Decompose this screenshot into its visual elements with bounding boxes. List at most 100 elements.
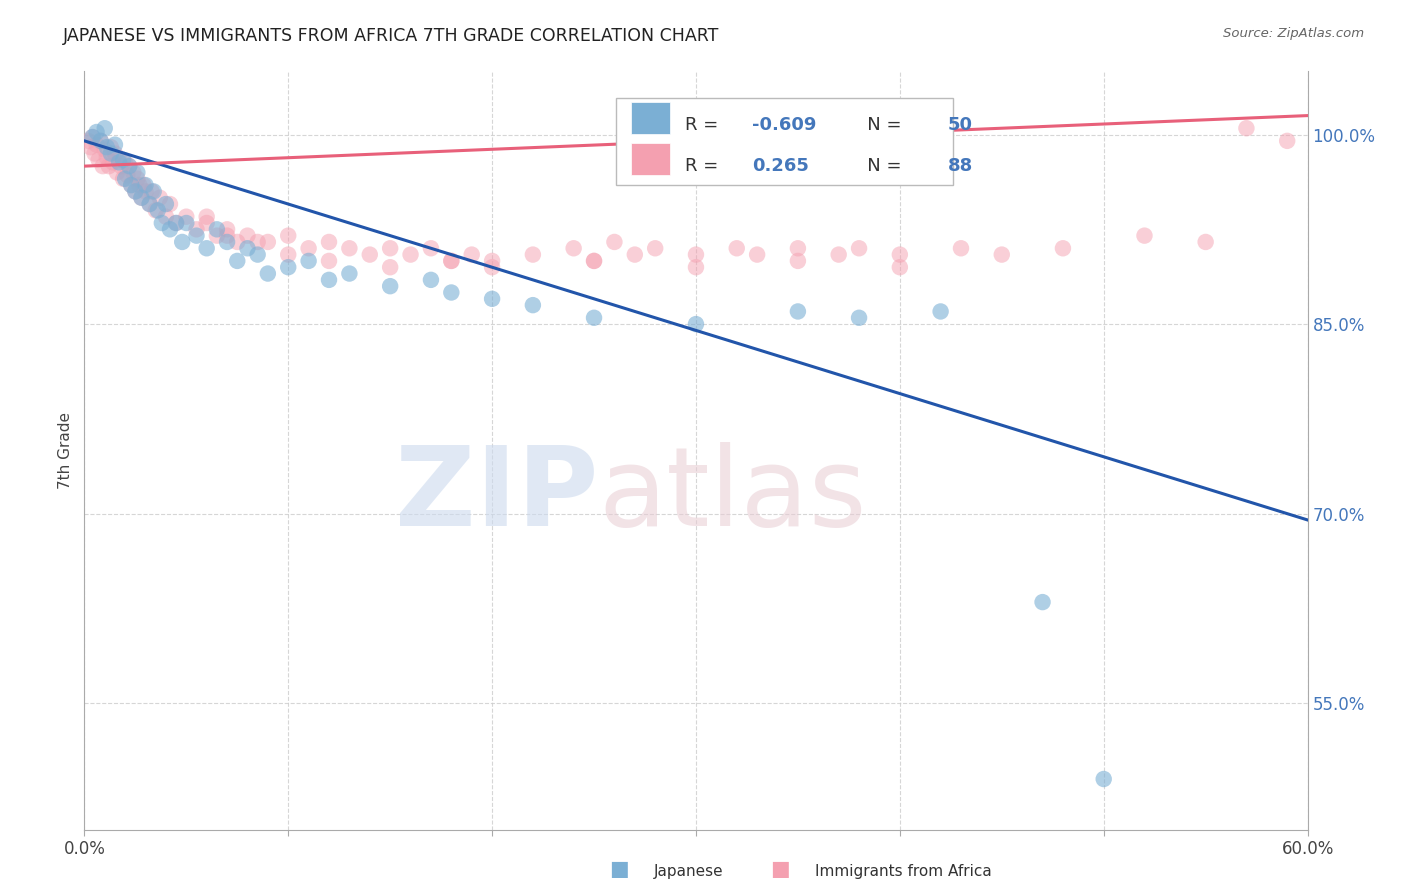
Point bbox=[950, 241, 973, 255]
Point bbox=[77, 134, 100, 148]
Text: 50: 50 bbox=[948, 116, 973, 134]
Point bbox=[138, 197, 160, 211]
Point bbox=[583, 254, 606, 268]
Point bbox=[155, 197, 177, 211]
Point bbox=[142, 185, 165, 199]
Point bbox=[787, 254, 810, 268]
Point bbox=[481, 254, 503, 268]
Point bbox=[562, 241, 585, 255]
Point bbox=[359, 247, 381, 261]
Point bbox=[115, 168, 138, 182]
Point bbox=[90, 134, 112, 148]
Point bbox=[399, 247, 422, 261]
Point bbox=[1133, 228, 1156, 243]
Point bbox=[624, 247, 647, 261]
Point bbox=[236, 241, 259, 255]
Point bbox=[122, 165, 145, 179]
Point bbox=[205, 228, 228, 243]
Point bbox=[104, 146, 127, 161]
Point bbox=[186, 222, 208, 236]
Text: 0.265: 0.265 bbox=[752, 157, 808, 175]
Point bbox=[110, 159, 132, 173]
Point bbox=[1052, 241, 1074, 255]
Point bbox=[298, 254, 321, 268]
Point bbox=[277, 228, 299, 243]
Point bbox=[87, 153, 110, 167]
Point bbox=[1032, 595, 1054, 609]
Point bbox=[380, 279, 402, 293]
Point bbox=[165, 216, 187, 230]
Point bbox=[217, 222, 239, 236]
Point bbox=[1092, 772, 1115, 786]
Point bbox=[257, 267, 280, 281]
Point bbox=[79, 140, 101, 154]
Y-axis label: 7th Grade: 7th Grade bbox=[58, 412, 73, 489]
Point bbox=[100, 146, 122, 161]
Point bbox=[195, 210, 218, 224]
Point bbox=[135, 178, 157, 193]
Point bbox=[97, 159, 120, 173]
Text: ZIP: ZIP bbox=[395, 442, 598, 549]
Point bbox=[112, 171, 135, 186]
Point bbox=[481, 292, 503, 306]
Point bbox=[127, 165, 149, 179]
Point bbox=[120, 178, 142, 193]
Point bbox=[420, 241, 443, 255]
Point bbox=[1277, 134, 1299, 148]
Point bbox=[603, 235, 626, 249]
Point bbox=[114, 155, 136, 169]
Text: atlas: atlas bbox=[598, 442, 866, 549]
Point bbox=[277, 247, 299, 261]
Text: ■: ■ bbox=[609, 859, 628, 879]
Point bbox=[118, 159, 141, 173]
Point bbox=[205, 222, 228, 236]
Text: -0.609: -0.609 bbox=[752, 116, 817, 134]
Point bbox=[298, 241, 321, 255]
Point bbox=[124, 185, 146, 199]
Point bbox=[318, 235, 340, 249]
Point bbox=[112, 153, 135, 167]
Point bbox=[150, 216, 173, 230]
Point bbox=[195, 241, 218, 255]
Point bbox=[522, 298, 544, 312]
Point bbox=[195, 216, 218, 230]
Point bbox=[131, 191, 153, 205]
Point bbox=[277, 260, 299, 275]
Point bbox=[828, 247, 851, 261]
Point bbox=[96, 150, 118, 164]
Point bbox=[105, 165, 128, 179]
Point bbox=[481, 260, 503, 275]
Point bbox=[118, 159, 141, 173]
Point bbox=[246, 235, 269, 249]
Point bbox=[135, 185, 157, 199]
Point bbox=[217, 235, 239, 249]
Point bbox=[149, 191, 172, 205]
Point bbox=[889, 247, 911, 261]
Text: 88: 88 bbox=[948, 157, 973, 175]
Point bbox=[86, 137, 108, 152]
Point bbox=[124, 185, 146, 199]
Point bbox=[380, 260, 402, 275]
Point bbox=[96, 140, 118, 154]
Point bbox=[108, 155, 131, 169]
Point bbox=[165, 216, 187, 230]
Point bbox=[145, 203, 167, 218]
Text: JAPANESE VS IMMIGRANTS FROM AFRICA 7TH GRADE CORRELATION CHART: JAPANESE VS IMMIGRANTS FROM AFRICA 7TH G… bbox=[63, 27, 720, 45]
Text: Japanese: Japanese bbox=[654, 863, 724, 879]
Point bbox=[461, 247, 484, 261]
Text: R =: R = bbox=[685, 116, 724, 134]
Point bbox=[155, 210, 177, 224]
Point bbox=[226, 235, 249, 249]
Point bbox=[339, 267, 361, 281]
Point bbox=[101, 155, 124, 169]
Text: N =: N = bbox=[851, 157, 907, 175]
Point bbox=[91, 159, 114, 173]
Point bbox=[131, 191, 153, 205]
Point bbox=[172, 235, 194, 249]
Point bbox=[127, 171, 149, 186]
Bar bbox=[631, 143, 671, 175]
Text: Immigrants from Africa: Immigrants from Africa bbox=[815, 863, 993, 879]
Point bbox=[583, 254, 606, 268]
Point bbox=[522, 247, 544, 261]
Point bbox=[318, 273, 340, 287]
